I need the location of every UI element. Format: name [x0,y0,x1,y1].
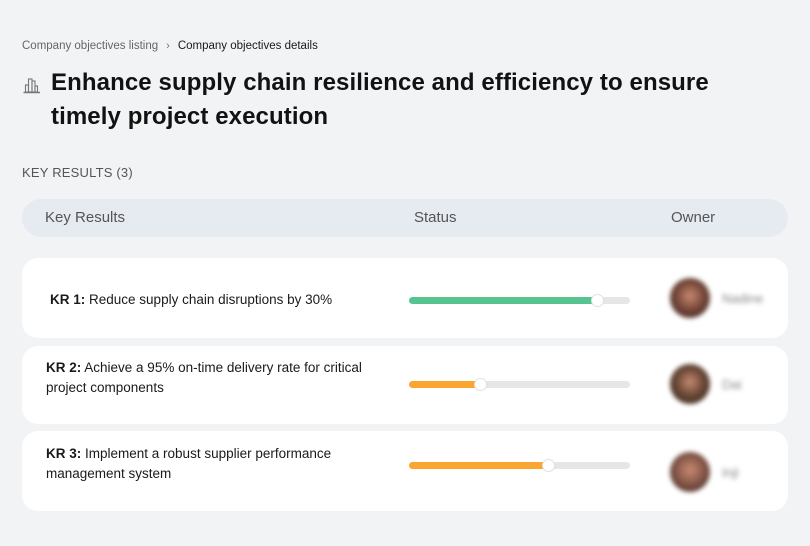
objective-header: Enhance supply chain resilience and effi… [22,66,722,134]
avatar [670,452,710,492]
breadcrumb-current: Company objectives details [177,40,318,52]
key-result-description: Reduce supply chain disruptions by 30% [85,292,333,307]
page-title: Enhance supply chain resilience and effi… [51,69,709,130]
owner-name: Nadine [722,291,764,306]
key-result-prefix: KR 3: [46,446,82,461]
progress-fill [409,381,480,388]
key-result-prefix: KR 2: [46,360,82,375]
key-result-row[interactable]: KR 3: Implement a robust supplier perfor… [22,431,788,511]
key-result-text: KR 3: Implement a robust supplier perfor… [46,444,372,484]
status-progress-bar [409,459,630,472]
building-icon [22,75,42,95]
progress-handle [473,378,487,391]
progress-fill [409,462,549,469]
avatar [670,278,710,318]
avatar [670,364,710,404]
key-results-count-label: KEY RESULTS (3) [22,165,133,180]
column-header-key-results: Key Results [45,209,126,226]
key-result-text: KR 2: Achieve a 95% on-time delivery rat… [46,358,372,398]
progress-handle [590,294,604,307]
owner-name: Inji [722,465,739,480]
owner-name: Dai [722,377,742,392]
key-result-prefix: KR 1: [50,292,86,307]
status-progress-bar [409,378,630,391]
key-results-table-header: Key Results Status Owner [22,199,788,237]
key-result-text: KR 1: Reduce supply chain disruptions by… [50,290,376,310]
breadcrumb: Company objectives listing › Company obj… [22,40,318,52]
column-header-status: Status [414,209,457,226]
progress-fill [409,297,597,304]
column-header-owner: Owner [671,209,716,226]
breadcrumb-chevron-icon: › [166,40,170,52]
progress-handle [542,459,556,472]
breadcrumb-link-objectives-listing[interactable]: Company objectives listing [22,40,159,52]
key-result-description: Achieve a 95% on-time delivery rate for … [46,360,362,395]
key-result-row[interactable]: KR 1: Reduce supply chain disruptions by… [22,258,788,338]
key-result-row[interactable]: KR 2: Achieve a 95% on-time delivery rat… [22,346,788,424]
status-progress-bar [409,294,630,307]
key-result-description: Implement a robust supplier performance … [46,446,332,481]
